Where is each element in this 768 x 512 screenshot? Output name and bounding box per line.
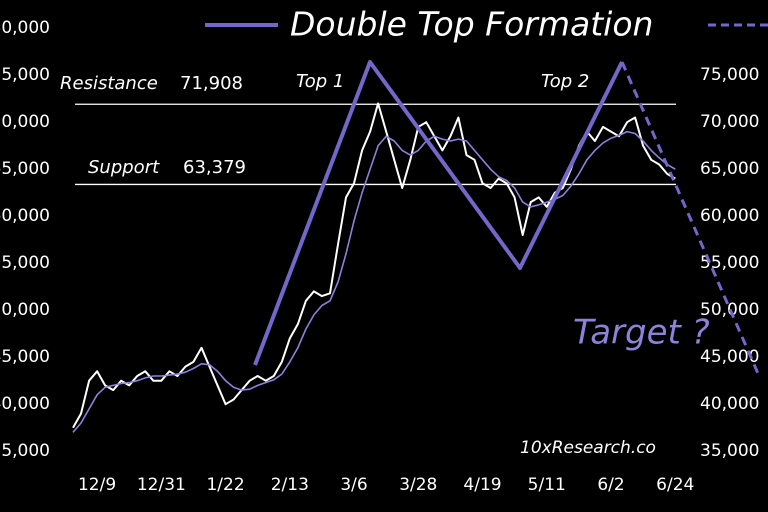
x-tick-label: 4/19 — [463, 475, 501, 495]
y2-tick-label: 35,000 — [700, 441, 759, 461]
x-tick-label: 12/9 — [78, 475, 116, 495]
level-name: Support — [88, 157, 160, 178]
y-tick-label: 75,000 — [0, 65, 50, 85]
y2-tick-label: 40,000 — [700, 394, 759, 414]
moving-average-line — [72, 130, 676, 433]
y2-tick-label: 75,000 — [700, 65, 759, 85]
y-tick-label: 55,000 — [0, 253, 50, 273]
y2-tick-label: 45,000 — [700, 347, 759, 367]
y2-tick-label: 65,000 — [700, 159, 759, 179]
level-name: Resistance — [60, 73, 158, 94]
y-tick-label: 70,000 — [0, 112, 50, 132]
y-tick-label: 45,000 — [0, 347, 50, 367]
projection-line — [620, 61, 762, 379]
double-top-outline — [253, 60, 624, 366]
top-2-label: Top 2 — [541, 71, 589, 92]
y-tick-label: 65,000 — [0, 159, 50, 179]
y-tick-label: 80,000 — [0, 18, 50, 38]
top-1-label: Top 1 — [296, 71, 344, 92]
level-value-label: 71,908 — [180, 73, 243, 94]
y-tick-label: 60,000 — [0, 206, 50, 226]
y-tick-label: 40,000 — [0, 394, 50, 414]
x-tick-label: 3/28 — [399, 475, 437, 495]
x-tick-label: 6/2 — [597, 475, 624, 495]
source-label: 10xResearch.co — [520, 438, 656, 458]
y2-tick-label: 70,000 — [700, 112, 759, 132]
level-value-label: 63,379 — [183, 157, 246, 178]
y-tick-label: 35,000 — [0, 441, 50, 461]
plot: 35,000 40,000 45,000 50,000 55,000 60,000 65,0… — [0, 18, 759, 495]
price-line — [72, 102, 676, 429]
y-tick-label: 50,000 — [0, 300, 50, 320]
y2-tick-label: 60,000 — [700, 206, 759, 226]
x-tick-label: 12/31 — [137, 475, 186, 495]
chart-title: Double Top Formation — [290, 5, 653, 44]
x-tick-label: 2/13 — [271, 475, 309, 495]
target-label: Target ? — [573, 313, 710, 353]
y2-tick-label: 55,000 — [700, 253, 759, 273]
x-tick-label: 6/24 — [656, 475, 694, 495]
x-tick-label: 3/6 — [340, 475, 367, 495]
x-tick-label: 1/22 — [206, 475, 244, 495]
x-tick-label: 5/11 — [528, 475, 566, 495]
